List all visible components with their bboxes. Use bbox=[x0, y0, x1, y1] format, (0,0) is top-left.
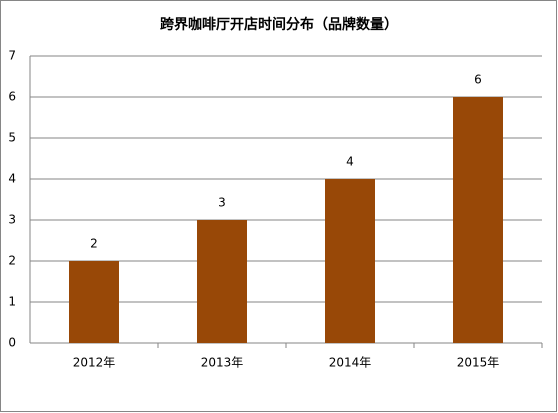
x-tick-label: 2012年 bbox=[73, 356, 116, 370]
data-label: 2 bbox=[90, 237, 98, 251]
data-label: 4 bbox=[346, 155, 354, 169]
chart-title: 跨界咖啡厅开店时间分布（品牌数量） bbox=[160, 16, 398, 33]
x-tick-label: 2015年 bbox=[457, 356, 500, 370]
x-tick-label: 2014年 bbox=[329, 356, 372, 370]
y-tick-label: 3 bbox=[8, 213, 16, 227]
y-tick-label: 7 bbox=[8, 49, 16, 63]
y-tick-label: 4 bbox=[8, 172, 16, 186]
y-tick-label: 2 bbox=[8, 254, 16, 268]
y-tick-label: 1 bbox=[8, 295, 16, 309]
data-label: 3 bbox=[218, 196, 226, 210]
y-tick-label: 6 bbox=[8, 90, 16, 104]
data-label: 6 bbox=[474, 73, 482, 87]
bar bbox=[325, 179, 375, 343]
y-tick-label: 0 bbox=[8, 336, 16, 350]
bar bbox=[197, 220, 247, 343]
bar bbox=[69, 261, 119, 343]
y-tick-label: 5 bbox=[8, 131, 16, 145]
x-tick-label: 2013年 bbox=[201, 356, 244, 370]
bar bbox=[453, 97, 503, 343]
